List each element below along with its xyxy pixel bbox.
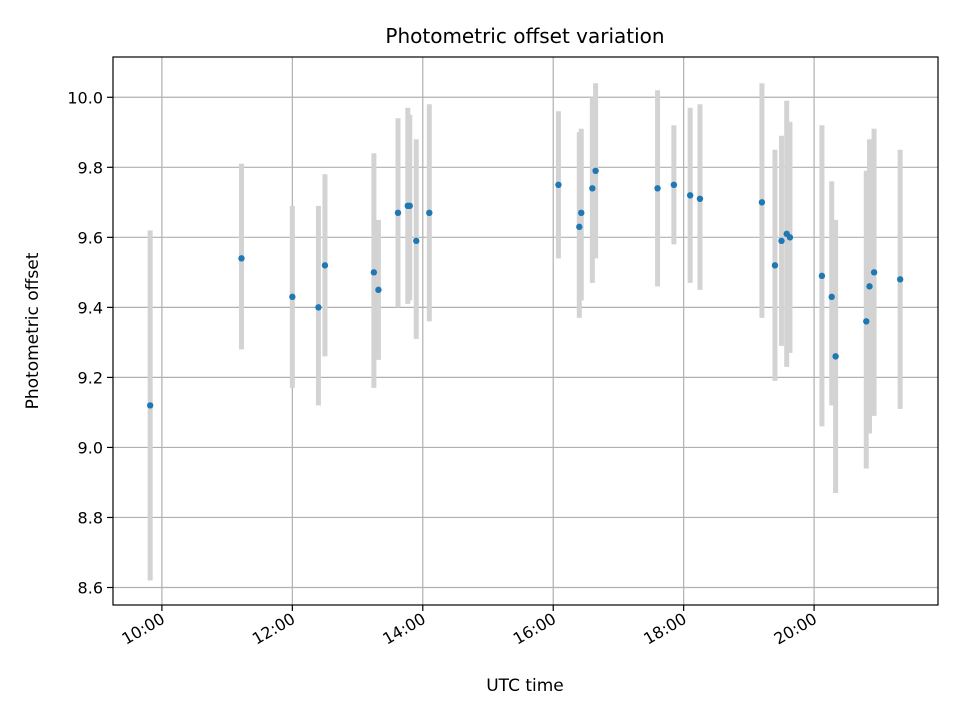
data-point	[696, 195, 704, 203]
plot-frame	[112, 56, 939, 606]
data-point	[394, 209, 402, 217]
data-point	[289, 293, 296, 301]
data-point	[758, 199, 766, 206]
data-point	[370, 269, 378, 276]
data-point	[592, 167, 599, 175]
data-point	[321, 262, 329, 269]
data-point	[786, 234, 794, 241]
data-point	[146, 402, 154, 409]
data-point	[686, 192, 694, 199]
y-tick-label: 8.8	[78, 508, 103, 527]
data-point	[866, 283, 873, 290]
y-tick-label: 9.6	[78, 228, 103, 247]
data-point	[818, 272, 826, 280]
data-point	[828, 293, 835, 301]
data-point	[555, 181, 562, 189]
data-point	[771, 262, 779, 269]
y-tick-label: 8.6	[78, 578, 103, 597]
data-point	[589, 185, 596, 192]
data-point	[863, 318, 870, 325]
data-point	[870, 269, 878, 276]
data-point	[426, 209, 433, 217]
y-tick-label: 10.0	[67, 88, 103, 107]
x-axis-label: UTC time	[486, 676, 564, 696]
data-point	[406, 202, 413, 210]
chart-title: Photometric offset variation	[385, 24, 664, 48]
y-tick-label: 9.8	[78, 158, 103, 177]
y-axis-label: Photometric offset	[23, 252, 43, 409]
y-axis-ticks: 8.6 8.8 9.0 9.2 9.4 9.6 9.8 10.0	[67, 88, 113, 597]
y-tick-label: 9.0	[78, 438, 103, 457]
data-point	[832, 353, 839, 360]
data-point	[375, 286, 382, 294]
data-point	[315, 304, 322, 311]
y-tick-label: 9.2	[78, 368, 103, 387]
data-point	[413, 237, 420, 245]
data-points	[146, 167, 904, 409]
data-point	[896, 276, 904, 283]
data-point	[654, 185, 661, 192]
data-point	[238, 255, 245, 262]
data-point	[778, 237, 785, 245]
data-point	[576, 223, 583, 231]
data-point	[670, 181, 678, 189]
data-point	[578, 209, 585, 217]
grid	[113, 57, 938, 605]
y-tick-label: 9.4	[78, 298, 103, 317]
